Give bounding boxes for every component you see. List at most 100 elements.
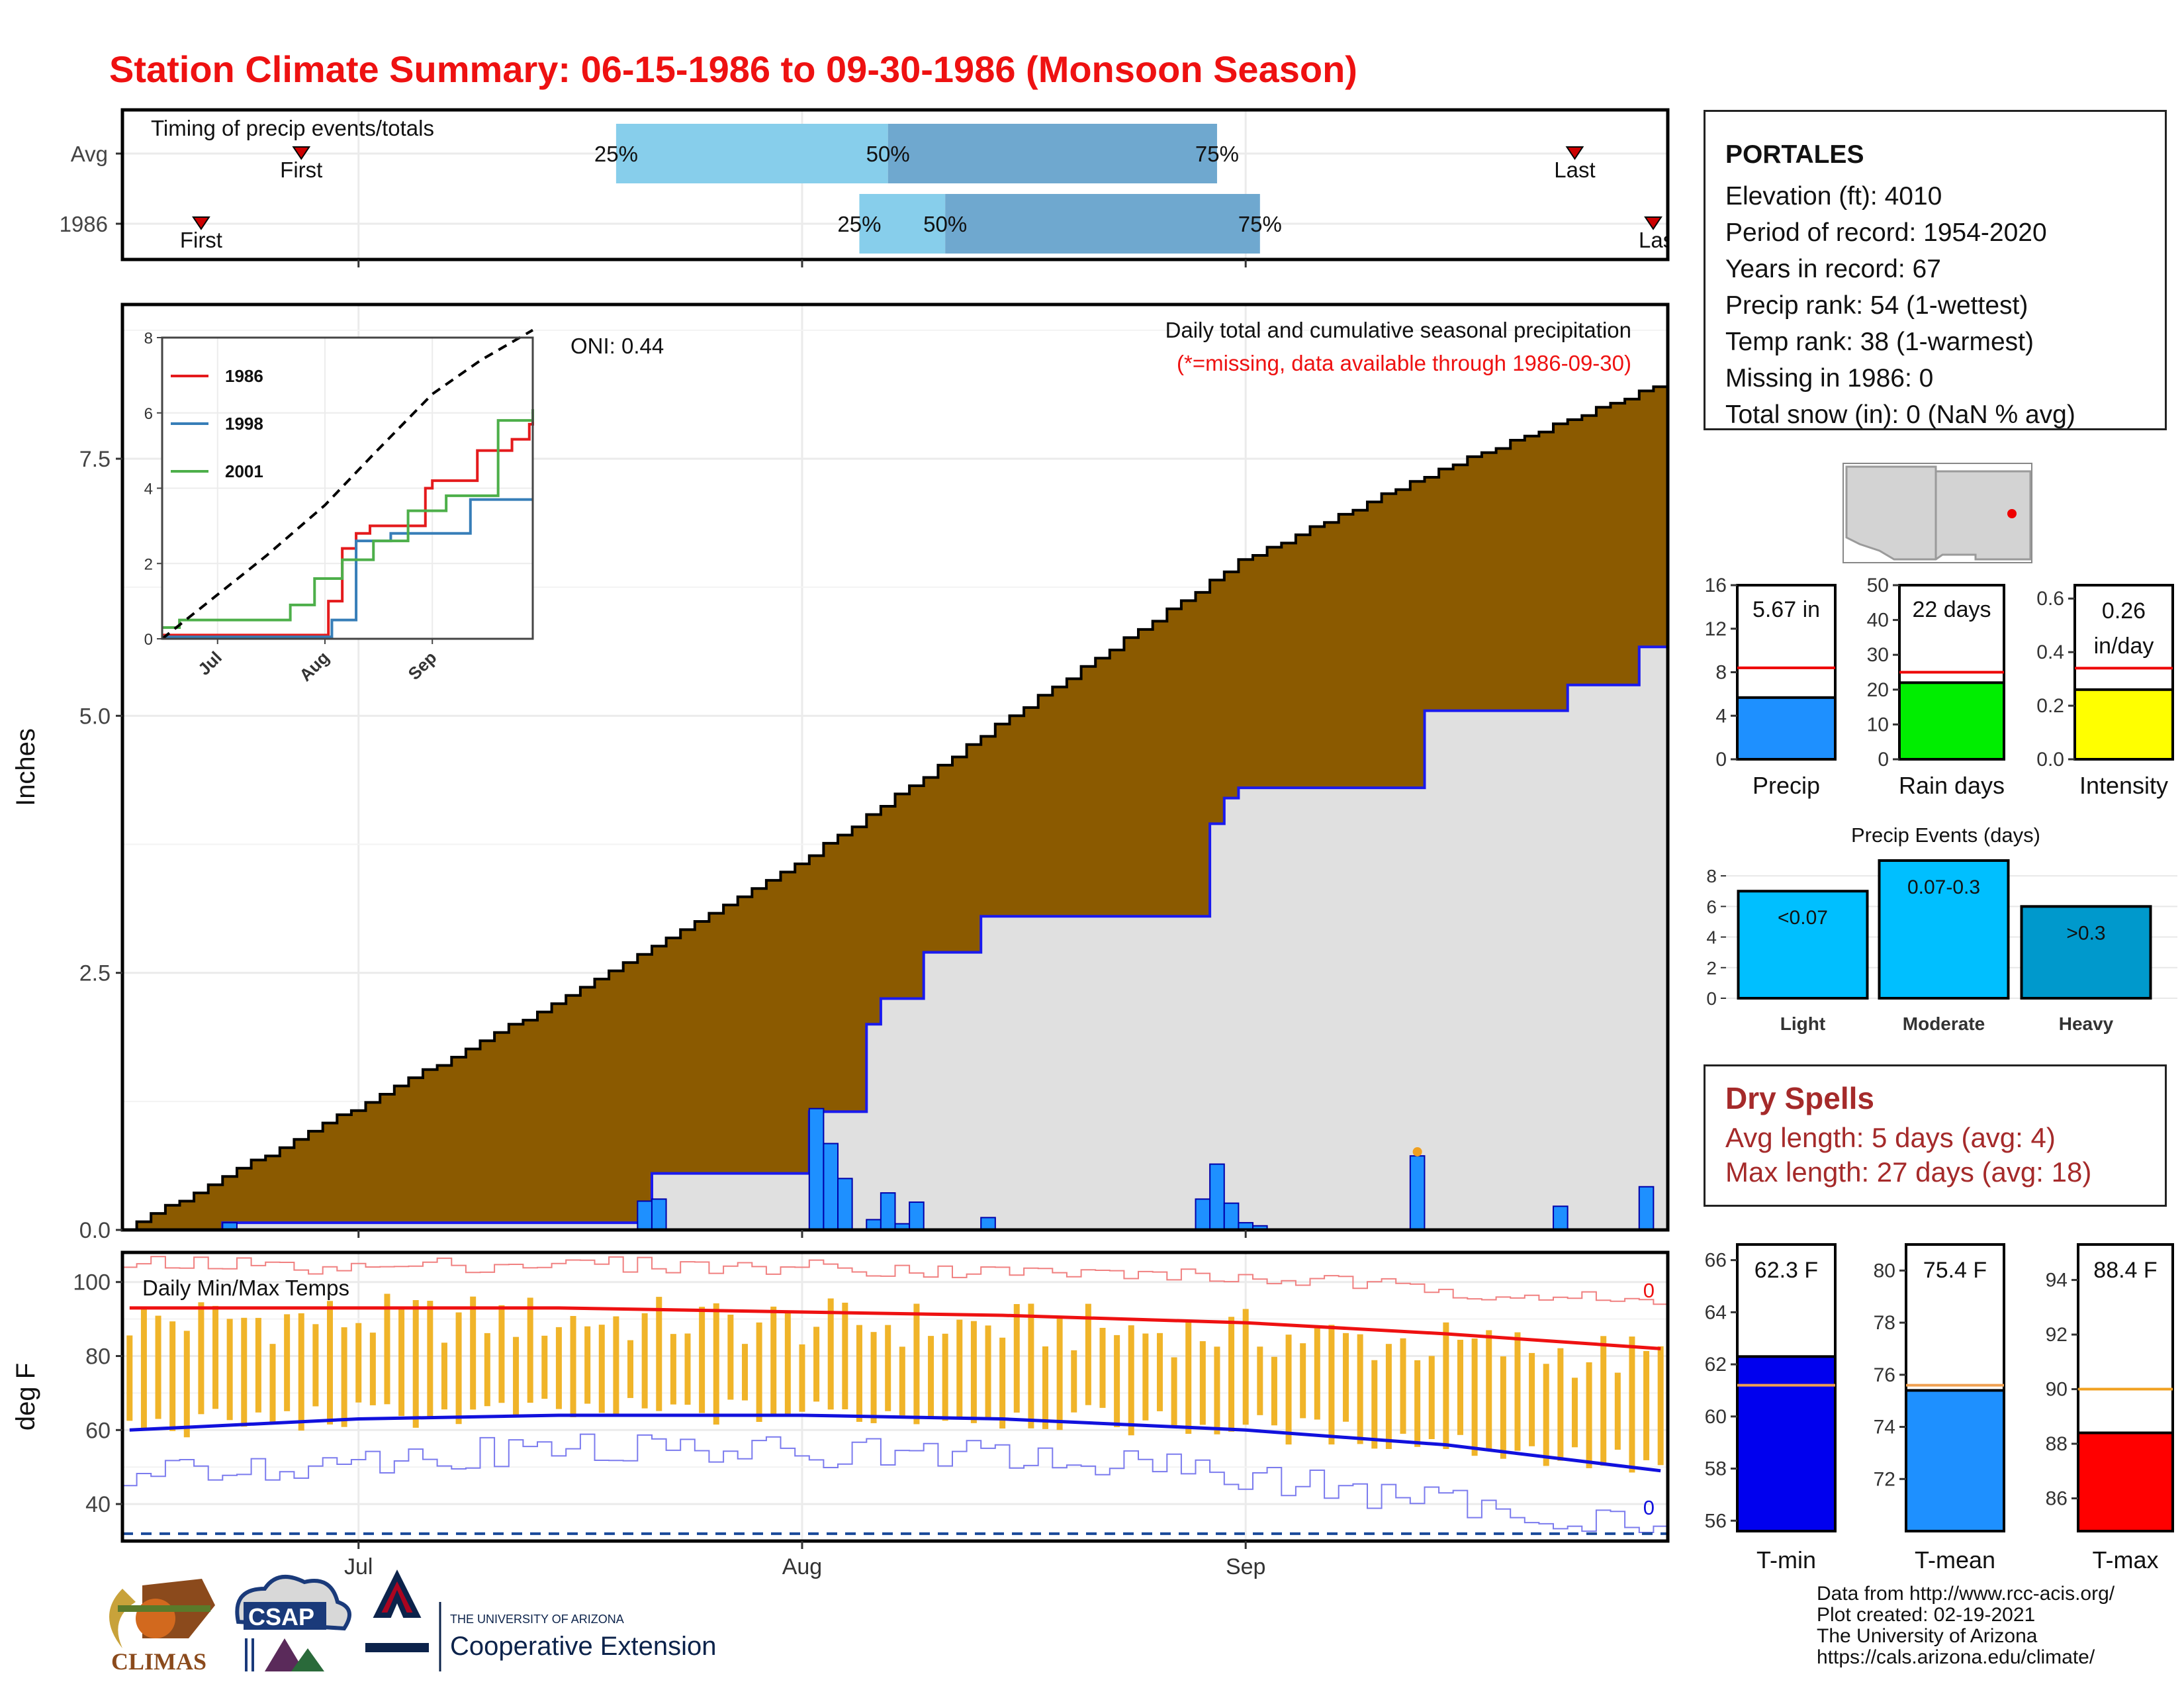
daily-temp-range-bar	[1385, 1344, 1392, 1449]
dry-spells-title: Dry Spells	[1725, 1081, 1874, 1115]
rain-days-y-tick-label: 20	[1867, 679, 1889, 701]
daily-temp-range-bar	[1586, 1362, 1592, 1468]
daily-temp-range-bar	[441, 1342, 447, 1410]
university-arizona-logo: THE UNIVERSITY OF ARIZONA Cooperative Ex…	[365, 1570, 716, 1671]
inset-y-tick-label: 0	[144, 631, 153, 649]
precip-total-y-tick-label: 8	[1715, 662, 1727, 684]
credit-line: https://cals.arizona.edu/climate/	[1817, 1646, 2095, 1668]
daily-precip-bar	[1553, 1205, 1569, 1231]
daily-temp-range-bar	[641, 1313, 648, 1409]
daily-temp-range-bar	[1300, 1343, 1306, 1419]
dry-spells-box: Dry Spells Avg length: 5 days (avg: 4) M…	[1704, 1064, 2167, 1207]
t-min-value-label: 62.3 F	[1754, 1258, 1818, 1283]
daily-precip-bar	[909, 1201, 925, 1231]
daily-temp-range-bar	[1142, 1333, 1149, 1421]
precip-total-category-label: Precip	[1752, 772, 1820, 799]
t-mean-y-tick-label: 74	[1874, 1417, 1895, 1438]
daily-temp-range-bar	[784, 1310, 791, 1415]
climas-logo-text: CLIMAS	[111, 1648, 206, 1675]
daily-temp-range-bar	[269, 1344, 276, 1425]
daily-temp-range-bar	[1071, 1350, 1077, 1413]
t-mean-bar	[1905, 1389, 2005, 1532]
cumulative-precip-panel: 0.0 2.5 5.0 7.5 Inches Daily total and cumula…	[11, 303, 1670, 1243]
t-max-y-tick-label: 86	[2046, 1488, 2068, 1510]
t-max-y-tick-label: 90	[2046, 1379, 2068, 1401]
daily-temp-range-bar	[226, 1319, 233, 1421]
daily-temp-range-bar	[1371, 1360, 1378, 1449]
daily-temp-range-bar	[885, 1325, 891, 1411]
daily-temp-range-bar	[598, 1325, 605, 1413]
intensity-y-tick-label: 0.6	[2036, 588, 2064, 610]
station-line: Missing in 1986: 0	[1725, 364, 1934, 393]
station-line: Precip rank: 54 (1-wettest)	[1725, 291, 2028, 320]
timing-frame	[120, 108, 1670, 261]
station-line: Years in record: 67	[1725, 255, 1941, 283]
rain-days-category-label: Rain days	[1899, 772, 2005, 799]
intensity-value-label-2: in/day	[2094, 633, 2154, 659]
daily-temp-range-bar	[412, 1300, 419, 1428]
y-tick-label: 5.0	[79, 704, 111, 729]
t-mean-category-label: T-mean	[1915, 1546, 1995, 1573]
t-max-y-tick-label: 88	[2046, 1433, 2068, 1455]
daily-temp-range-bar	[1099, 1327, 1106, 1408]
precip-events-y-tick-label: 4	[1706, 927, 1717, 948]
t-max-category-label: T-max	[2092, 1546, 2158, 1573]
precip-events-bar	[2020, 905, 2152, 1000]
daily-precip-bar	[637, 1200, 653, 1231]
daily-temp-range-bar	[1214, 1346, 1220, 1434]
daily-temp-range-bar	[1171, 1357, 1177, 1427]
avg-tmax-line	[129, 1306, 1661, 1350]
daily-temp-range-bar	[1657, 1346, 1664, 1466]
inset-y-tick-label: 8	[144, 330, 153, 348]
daily-temp-range-bar	[856, 1325, 862, 1422]
credit-line: Plot created: 02-19-2021	[1817, 1604, 2036, 1626]
daily-temp-range-bar	[727, 1315, 734, 1400]
daily-temp-range-bar	[713, 1303, 719, 1425]
daily-temp-range-bar	[1328, 1325, 1335, 1445]
daily-temp-range-bar	[140, 1306, 147, 1430]
daily-temp-range-bar	[198, 1302, 205, 1415]
daily-temp-range-bar	[1514, 1332, 1521, 1451]
daily-temp-range-bar	[1643, 1350, 1650, 1460]
daily-precip-bar	[1209, 1163, 1225, 1231]
timing-bar-25-50	[615, 124, 888, 183]
t-min-y-tick-label: 60	[1705, 1406, 1727, 1428]
intensity-value-label: 0.26	[2102, 598, 2146, 624]
rain-days-y-tick-label: 30	[1867, 644, 1889, 666]
timing-first-label: First	[180, 228, 222, 252]
t-min-y-tick-label: 62	[1705, 1354, 1727, 1376]
daily-temp-range-bar	[1013, 1304, 1020, 1413]
daily-temp-range-bar	[470, 1296, 477, 1410]
daily-temp-range-bar	[799, 1344, 805, 1412]
daily-temp-range-bar	[656, 1297, 662, 1411]
timing-row-label: Avg	[71, 142, 108, 166]
timing-percent-label: 75%	[1238, 212, 1282, 236]
record-max-line	[122, 1256, 1668, 1305]
daily-temp-range-bar	[398, 1308, 405, 1417]
t-min-y-tick-label: 58	[1705, 1458, 1727, 1480]
daily-temp-range-bar	[670, 1334, 676, 1405]
daily-temp-range-bar	[756, 1322, 762, 1422]
y-tick-label: 0.0	[79, 1218, 111, 1243]
t-min-y-tick-label: 66	[1705, 1250, 1727, 1272]
credit-line: Data from http://www.rcc-acis.org/	[1817, 1583, 2115, 1605]
station-info-box: PORTALES Elevation (ft): 4010 Period of …	[1704, 110, 2167, 430]
timing-percent-label: 25%	[837, 212, 881, 236]
daily-precip-bar	[1409, 1155, 1426, 1231]
panel-subtitle: (*=missing, data available through 1986-…	[1177, 351, 1631, 375]
station-location-dot	[2007, 509, 2017, 518]
precip-events-category: Moderate	[1903, 1013, 1985, 1034]
precip-total-y-tick-label: 0	[1715, 749, 1727, 771]
daily-precip-bar	[1195, 1198, 1211, 1231]
daily-temp-range-bar	[1343, 1333, 1349, 1422]
daily-temp-range-bar	[1414, 1360, 1421, 1447]
precip-events-title: Precip Events (days)	[1851, 823, 2040, 847]
t-max-y-tick-label: 94	[2046, 1270, 2068, 1291]
daily-temp-range-bar	[1185, 1320, 1192, 1434]
daily-temp-range-bar	[613, 1316, 619, 1417]
daily-temp-range-bar	[541, 1335, 548, 1399]
daily-temp-range-bar	[1114, 1335, 1120, 1427]
